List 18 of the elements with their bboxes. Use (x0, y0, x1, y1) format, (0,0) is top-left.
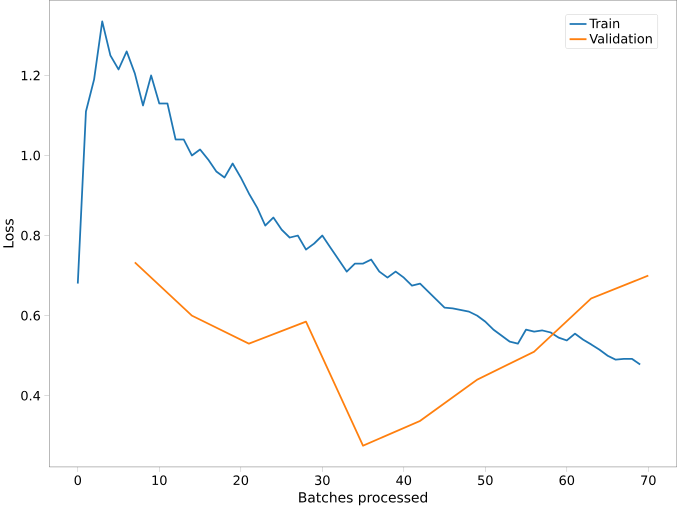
x-tick-label: 60 (560, 476, 574, 486)
y-tick-label: 0.8 (21, 230, 40, 241)
x-tick-label: 30 (315, 476, 330, 486)
x-axis-title: Batches processed (299, 492, 428, 506)
y-tick-label: 0.6 (21, 310, 40, 321)
y-tick-label: 0.4 (21, 391, 40, 401)
legend-label: Validation (589, 34, 652, 44)
x-tick-label: 0 (74, 476, 82, 486)
y-axis-title: Loss (3, 219, 14, 248)
x-tick-label: 20 (234, 476, 248, 486)
x-tick-label: 70 (641, 476, 656, 486)
y-tick-label: 1.0 (22, 150, 40, 161)
x-tick-label: 40 (396, 476, 412, 486)
x-tick-label: 50 (478, 476, 493, 486)
legend-label: Train (589, 18, 620, 28)
x-tick-label: 10 (152, 476, 167, 486)
line-series (134, 262, 650, 447)
y-tick-label: 1.2 (22, 70, 40, 80)
